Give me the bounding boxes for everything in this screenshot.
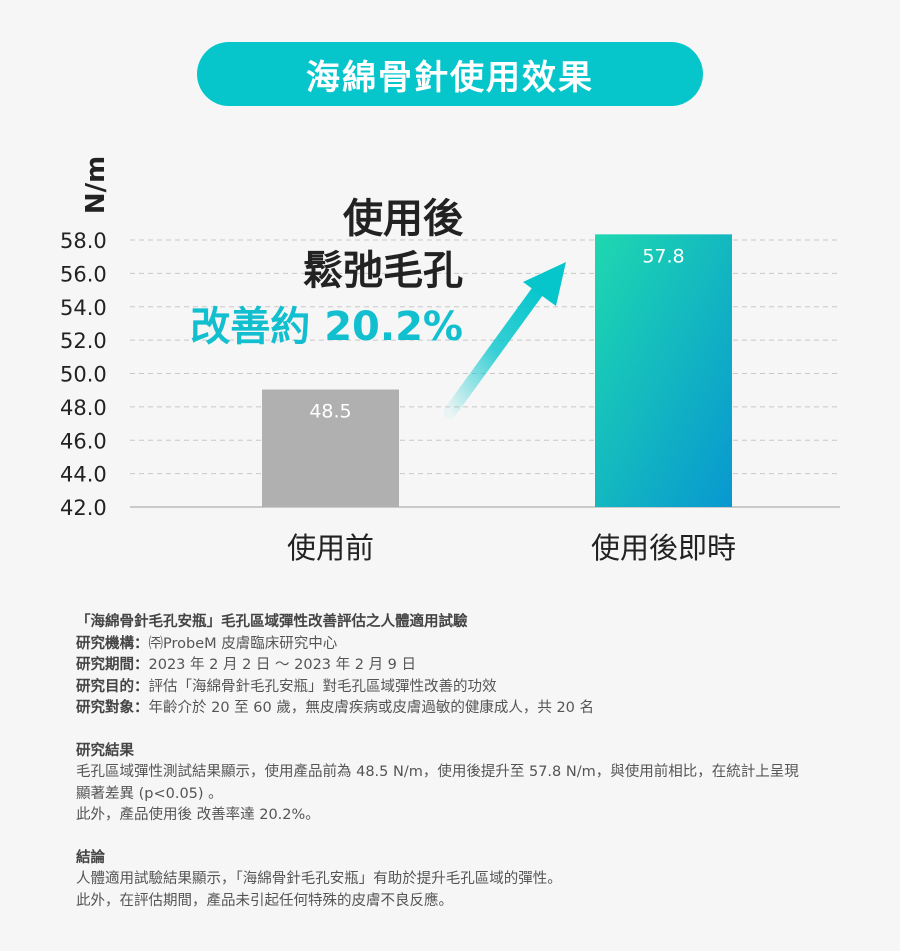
y-axis-label: N/m <box>81 156 111 214</box>
note-row: 研究對象：年齡介於 20 至 60 歲，無皮膚疾病或皮膚過敏的健康成人，共 20… <box>76 700 595 716</box>
note-row: 研究機構：㈜ProbeM 皮膚臨床研究中心 <box>76 635 338 652</box>
note-row: 研究期間：2023 年 2 月 2 日 ～ 2023 年 2 月 9 日 <box>76 657 417 673</box>
study-title: 「海綿骨針毛孔安瓶」毛孔區域彈性改善評估之人體適用試驗 <box>76 614 468 630</box>
y-tick-label: 56.0 <box>60 262 107 286</box>
y-tick-label: 50.0 <box>60 363 107 387</box>
title-banner: 海綿骨針使用效果 <box>197 42 703 106</box>
results-heading: 研究結果 <box>76 742 134 759</box>
note-row: 研究目的：評估「海綿骨針毛孔安瓶」對毛孔區域彈性改善的功效 <box>76 678 497 695</box>
conclusion-line: 此外，在評估期間，產品未引起任何特殊的皮膚不良反應。 <box>76 892 453 909</box>
headline-line1: 使用後 <box>343 196 463 242</box>
study-notes: 「海綿骨針毛孔安瓶」毛孔區域彈性改善評估之人體適用試驗 研究機構：㈜ProbeM… <box>76 612 799 912</box>
conclusion-heading: 結論 <box>76 849 105 866</box>
bar-after <box>595 234 732 507</box>
y-tick-label: 48.0 <box>60 396 107 420</box>
y-tick-label: 44.0 <box>60 463 107 487</box>
conclusion-line: 人體適用試驗結果顯示，「海綿骨針毛孔安瓶」有助於提升毛孔區域的彈性。 <box>76 871 562 887</box>
results-line: 此外，產品使用後 改善率達 20.2%。 <box>76 807 320 823</box>
bar-before <box>262 389 399 507</box>
results-line: 毛孔區域彈性測試結果顯示，使用產品前為 48.5 N/m，使用後提升至 57.8… <box>76 764 799 780</box>
y-tick-label: 42.0 <box>60 496 107 520</box>
y-tick-label: 54.0 <box>60 296 107 320</box>
data-label: 48.5 <box>309 401 351 423</box>
category-label: 使用後即時 <box>591 531 736 565</box>
arrow-up-right-icon <box>443 262 566 419</box>
bar-chart: 58.0 56.0 54.0 52.0 50.0 48.0 46.0 44.0 42.0 48.… <box>60 156 840 565</box>
data-label: 57.8 <box>642 245 684 267</box>
headline-improvement: 改善約 20.2% <box>190 304 463 350</box>
results-line: 顯著差異 (p<0.05) 。 <box>76 785 223 802</box>
headline-line2: 鬆弛毛孔 <box>303 248 463 294</box>
y-tick-label: 52.0 <box>60 329 107 353</box>
y-tick-label: 58.0 <box>60 229 107 253</box>
y-tick-label: 46.0 <box>60 429 107 453</box>
category-label: 使用前 <box>287 531 374 565</box>
